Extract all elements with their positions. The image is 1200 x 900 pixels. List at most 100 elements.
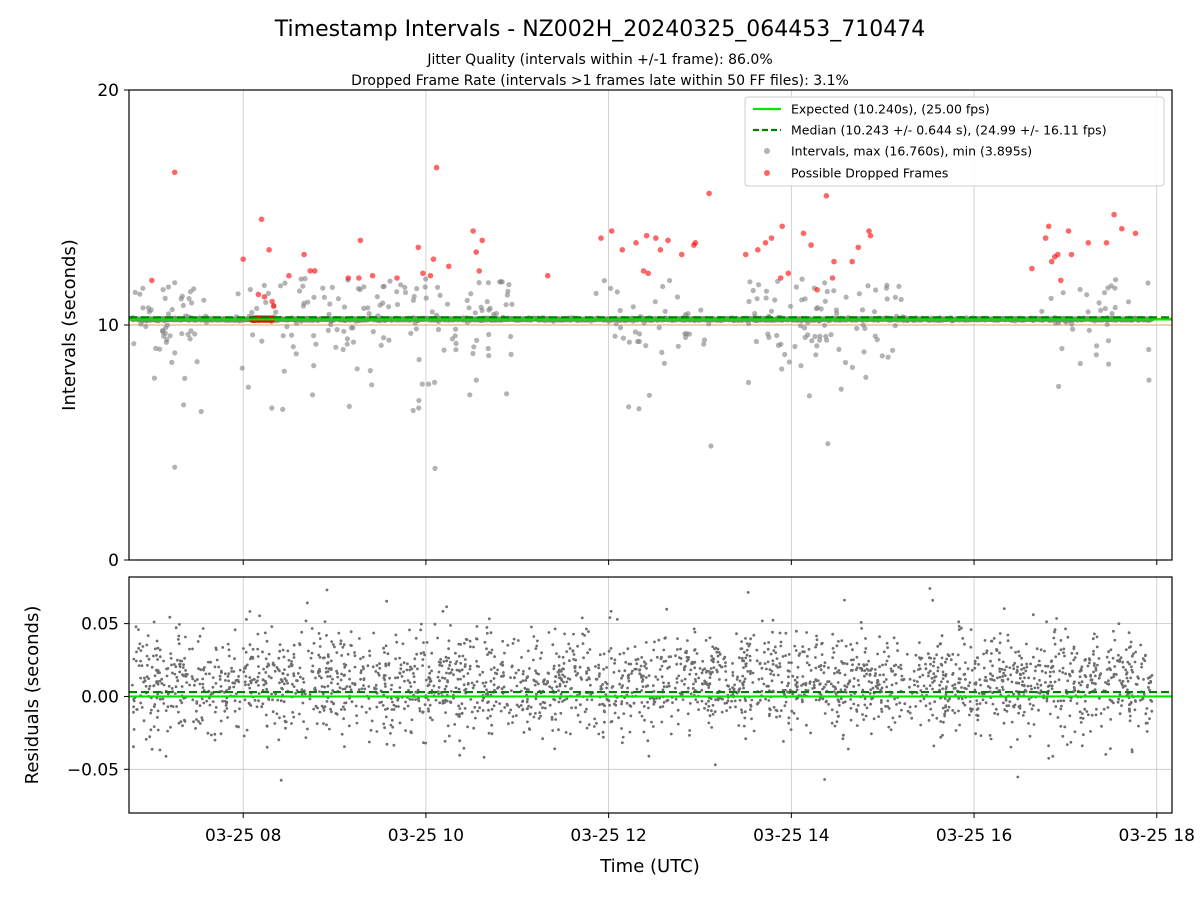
residual-point [844,690,848,694]
residual-point [342,674,346,677]
interval-point [441,347,447,353]
residual-point [539,714,542,718]
residual-point [734,705,737,709]
residual-point [787,653,791,656]
residual-point [457,714,461,718]
residual-point [398,686,402,689]
residual-point [787,721,791,725]
residual-point [658,705,662,709]
dropped-frame-point [261,294,268,300]
residual-point [677,674,681,678]
residual-point [878,673,882,677]
residual-point [233,681,237,685]
residual-point [852,677,856,680]
interval-point [468,291,474,297]
residual-point [1043,649,1046,653]
residual-point [1030,707,1034,711]
interval-point [898,296,904,303]
interval-point [377,302,383,308]
residual-point [323,620,327,623]
residual-point [936,645,940,648]
interval-point [328,321,334,328]
residual-point [1124,648,1128,651]
residual-point [998,670,1002,673]
residual-point [941,673,945,677]
interval-point [486,353,492,359]
residual-point [660,720,664,724]
residual-point [620,727,623,730]
residual-point [832,690,836,693]
residual-point [1097,676,1101,680]
residual-point [178,623,181,626]
residual-point [890,669,893,673]
residual-point [778,714,782,718]
residual-point [303,692,307,696]
residual-point [384,708,387,711]
residual-point [843,662,846,665]
residual-point [693,666,697,670]
residual-point [749,703,752,707]
residual-point [169,652,173,655]
intervals-y-tick-label: 20 [97,81,119,101]
residual-point [1050,666,1053,670]
residual-point [277,656,281,660]
residual-point [218,678,222,681]
residual-point [178,662,182,666]
residual-point [1053,680,1057,684]
residual-point [967,684,970,688]
interval-point [686,331,693,337]
interval-point [277,283,284,289]
residual-point [927,719,931,722]
residual-point [542,682,546,686]
residual-point [694,680,698,683]
residual-point [757,677,761,681]
dropped-frame-point [867,232,874,239]
residual-point [713,763,717,767]
residual-point [1059,648,1063,652]
residual-point [185,681,189,684]
residual-point [487,708,490,712]
residual-point [1117,653,1120,657]
residual-point [421,664,424,667]
interval-point [1113,277,1119,283]
residual-point [542,679,546,682]
residual-point [499,709,503,713]
residual-point [945,657,948,661]
residual-point [315,722,319,725]
interval-point [849,364,856,370]
residual-point [164,754,168,758]
interval-point [167,333,173,339]
residual-point [989,659,992,663]
residual-point [741,681,744,685]
residual-point [567,642,571,646]
residual-point [276,667,280,671]
dropped-frame-point [255,291,262,298]
residual-point [870,732,873,736]
residual-point [344,701,348,705]
residual-point [682,668,686,672]
residual-point [168,615,172,619]
residual-point [694,672,698,676]
interval-point [280,406,286,412]
residual-point [721,697,724,701]
residual-point [795,685,799,689]
residual-point [773,645,777,649]
residual-point [726,699,730,703]
residual-point [1116,700,1120,704]
interval-point [787,303,794,309]
residual-point [1094,666,1098,670]
residual-point [436,675,440,679]
residual-point [823,778,826,781]
residual-point [863,674,866,678]
residual-point [537,717,541,720]
residual-point [787,681,790,685]
residual-point [230,670,234,673]
residual-point [304,619,308,623]
residual-point [153,647,157,651]
residual-point [938,683,942,687]
residual-point [562,662,566,665]
residual-point [582,656,585,660]
residual-point [286,681,289,685]
residual-point [389,732,392,735]
